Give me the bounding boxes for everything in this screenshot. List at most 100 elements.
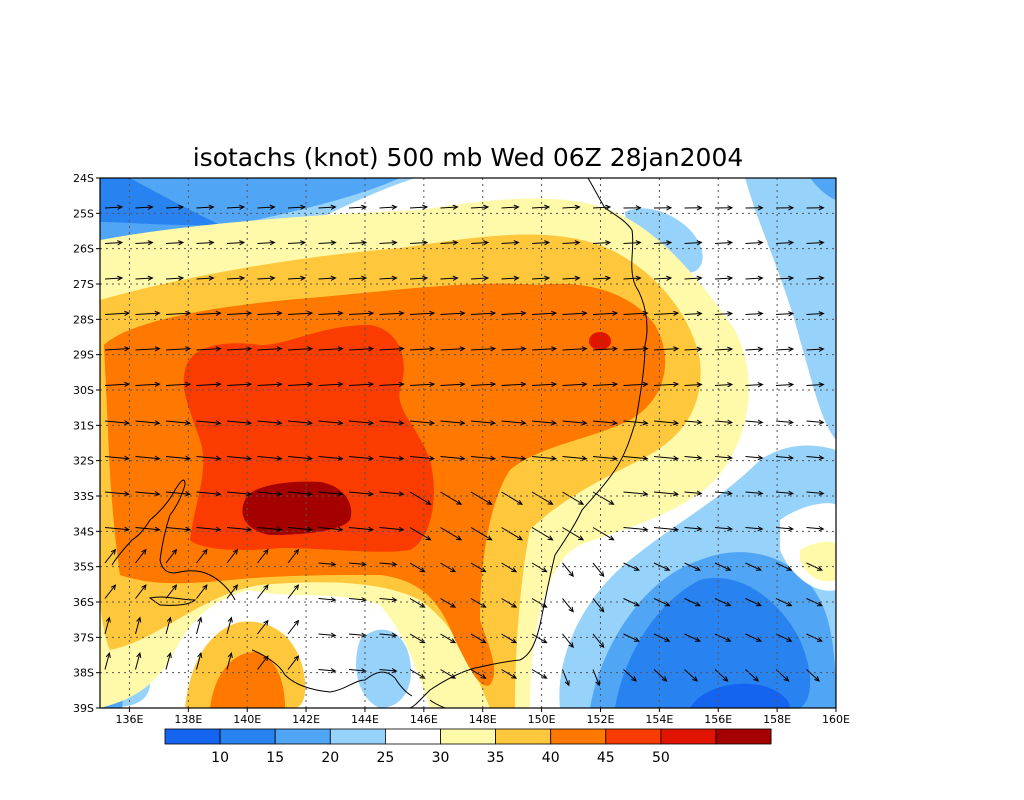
wind-arrow-head — [664, 601, 671, 607]
wind-arrow — [714, 669, 728, 682]
wind-arrow-head — [215, 420, 222, 426]
wind-arrow-head — [361, 240, 368, 246]
wind-arrow — [592, 277, 611, 280]
wind-arrow — [287, 655, 299, 670]
wind-arrow — [806, 420, 824, 423]
wind-arrow-head — [757, 455, 764, 461]
band-20-25-ne — [810, 178, 836, 200]
wind-arrow — [379, 456, 404, 460]
wind-arrow — [745, 633, 762, 642]
wind-arrow-head — [117, 204, 124, 210]
wind-arrow — [348, 598, 366, 601]
wind-arrow-head — [110, 548, 117, 555]
colorbar-label: 15 — [266, 750, 284, 766]
wind-arrow — [440, 383, 465, 386]
wind-arrow — [714, 242, 733, 244]
wind-arrow-head — [818, 490, 825, 496]
wind-arrow-head — [490, 455, 497, 461]
wind-arrow — [318, 277, 336, 280]
colorbar-label: 30 — [432, 750, 450, 766]
wind-arrow-head — [215, 526, 222, 532]
colorbar-swatch — [219, 728, 276, 745]
wind-arrow — [806, 242, 824, 244]
wind-arrow-head — [419, 602, 426, 608]
wind-arrow — [470, 562, 486, 573]
wind-arrow — [806, 491, 824, 494]
wind-arrow-head — [631, 676, 637, 682]
wind-arrow — [165, 242, 184, 244]
wind-arrow — [318, 420, 343, 424]
wind-arrow — [196, 527, 221, 531]
y-tick-label: 33S — [73, 490, 94, 503]
wind-arrow-head — [696, 311, 703, 317]
wind-arrow — [653, 491, 678, 495]
coastline-kangaroo-island — [148, 596, 197, 606]
wind-arrow — [592, 383, 618, 386]
wind-arrow-head — [307, 310, 314, 316]
wind-arrow-head — [725, 637, 732, 642]
colorbar-swatch — [715, 728, 772, 745]
wind-arrow — [562, 633, 574, 648]
wind-arrow — [592, 598, 605, 613]
wind-arrow — [806, 313, 824, 315]
wind-arrow-head — [450, 638, 457, 644]
wind-arrow-head — [513, 240, 520, 246]
wind-arrow — [684, 348, 702, 351]
wind-arrow-head — [635, 205, 642, 211]
wind-arrow-head — [124, 346, 131, 352]
wind-arrow — [379, 383, 404, 386]
wind-arrow-head — [788, 382, 795, 388]
wind-arrow — [440, 491, 462, 505]
colorbar-swatch — [495, 728, 552, 745]
wind-arrow-head — [642, 526, 649, 532]
wind-arrow-head — [816, 566, 823, 571]
wind-arrow-head — [608, 535, 615, 541]
wind-arrow-head — [429, 310, 436, 316]
wind-arrow-head — [398, 346, 405, 352]
wind-arrow-head — [757, 275, 764, 281]
wind-arrow-head — [197, 616, 203, 623]
wind-arrow — [623, 456, 648, 460]
wind-arrow-head — [263, 655, 269, 662]
wind-arrow — [531, 383, 557, 386]
wind-arrow — [348, 383, 374, 386]
x-tick-label: 154E — [645, 713, 673, 726]
wind-arrow — [470, 420, 495, 424]
colorbar-label: 10 — [211, 750, 229, 766]
wind-arrow-head — [727, 455, 734, 461]
wind-arrow — [440, 242, 458, 244]
wind-arrow-head — [727, 490, 734, 496]
wind-arrow-head — [673, 526, 680, 532]
wind-arrow-head — [246, 381, 253, 387]
wind-arrow-head — [154, 346, 161, 352]
y-tick-label: 32S — [73, 455, 94, 468]
x-tick-label: 144E — [351, 713, 379, 726]
band-10-15-se — [690, 683, 790, 708]
wind-arrow-head — [391, 275, 398, 281]
wind-arrow-head — [490, 381, 497, 387]
wind-arrow-head — [239, 204, 246, 210]
wind-arrow — [226, 584, 238, 599]
wind-arrow — [745, 348, 763, 351]
wind-arrow — [165, 383, 191, 386]
y-tick-label: 35S — [73, 561, 94, 574]
wind-arrow-head — [483, 240, 490, 246]
wind-arrow — [592, 669, 600, 686]
wind-arrow-head — [269, 240, 276, 246]
y-tick-label: 37S — [73, 631, 94, 644]
wind-arrow-head — [757, 346, 764, 352]
y-tick-label: 24S — [73, 172, 94, 185]
wind-arrow-head — [136, 651, 142, 659]
wind-arrow — [653, 456, 678, 460]
wind-arrow-head — [694, 601, 701, 607]
wind-arrow-head — [480, 638, 487, 644]
wind-arrow-head — [547, 535, 554, 541]
wind-arrow — [196, 348, 221, 351]
colorbar-swatch — [274, 728, 331, 745]
wind-arrow — [714, 456, 732, 459]
wind-arrow — [501, 598, 517, 608]
wind-arrow-head — [459, 310, 466, 316]
wind-arrow-head — [486, 535, 493, 541]
wind-arrow-head — [757, 382, 764, 388]
wind-arrow — [775, 348, 794, 351]
